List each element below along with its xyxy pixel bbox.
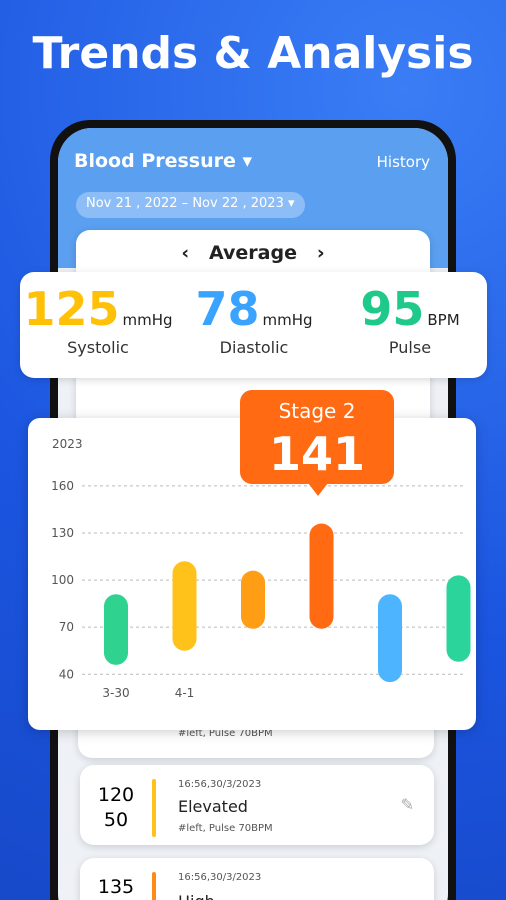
range-bar: [241, 570, 265, 629]
edit-icon[interactable]: ✎: [400, 795, 414, 814]
stat-value: 125: [23, 282, 120, 336]
record-time: 16:56,30/3/2023: [178, 779, 262, 790]
record-systolic: 135: [97, 876, 135, 898]
stat-value: 95: [360, 282, 425, 336]
stat-value-row: 78 mmHg: [176, 282, 332, 336]
date-from: Nov 21 , 2022: [86, 196, 178, 211]
callout-pointer: [308, 483, 328, 496]
status-bar: [152, 779, 156, 837]
y-tick-label: 130: [51, 526, 74, 540]
headline: Trends & Analysis: [32, 28, 474, 79]
callout-value: 141: [269, 427, 365, 481]
stat: 95 BPM Pulse: [332, 282, 488, 357]
stat: 125 mmHg Systolic: [20, 282, 176, 357]
y-tick-label: 100: [51, 573, 74, 587]
record-card: 135 16:56,30/3/2023 High: [80, 858, 434, 900]
date-to: Nov 22 , 2023: [192, 196, 284, 211]
stat-value-row: 95 BPM: [332, 282, 488, 336]
range-bar: [309, 523, 334, 629]
record-note: #left, Pulse 70BPM: [178, 728, 273, 739]
x-tick-label: 4-1: [175, 686, 195, 700]
record-status: High: [178, 892, 215, 900]
status-bar: [152, 872, 156, 900]
range-bar: [172, 561, 197, 651]
stat: 78 mmHg Diastolic: [176, 282, 332, 357]
record-values: 120 50: [96, 783, 136, 833]
stat-unit: BPM: [427, 311, 460, 329]
record-time: 16:56,30/3/2023: [178, 872, 262, 883]
history-button[interactable]: History: [376, 153, 430, 171]
callout-box: [240, 390, 394, 484]
x-tick-label: 3-30: [102, 686, 129, 700]
stats-card: 125 mmHg Systolic 78 mmHg Diastolic 95 BPM Pulse: [20, 272, 487, 378]
record-note: #left, Pulse 70BPM: [178, 823, 273, 834]
record-systolic: 120: [97, 784, 135, 806]
stat-label: Systolic: [67, 338, 129, 357]
date-sep: –: [181, 196, 189, 211]
record-diastolic: 50: [103, 809, 129, 831]
y-tick-label: 70: [59, 620, 74, 634]
date-filter[interactable]: Nov 21 , 2022 – Nov 22 , 2023 ▾: [76, 192, 305, 218]
range-bar: [378, 594, 402, 683]
y-tick-label: 40: [59, 667, 74, 681]
screen-title-text: Blood Pressure: [74, 150, 236, 172]
record-card: 120 50 16:56,30/3/2023 Elevated #left, Pu…: [80, 765, 434, 845]
stat-label: Diastolic: [219, 338, 289, 357]
range-bar: [446, 575, 471, 662]
range-bar: [104, 594, 128, 665]
stat-label: Pulse: [388, 338, 432, 357]
mode-switch[interactable]: ‹ Average ›: [181, 242, 325, 264]
stat-unit: mmHg: [262, 311, 313, 329]
mode-label: Average: [209, 242, 297, 264]
stat-unit: mmHg: [122, 311, 173, 329]
screen-title[interactable]: Blood Pressure ▾: [74, 150, 253, 172]
year-label: 2023: [52, 437, 83, 451]
stat-value-row: 125 mmHg: [20, 282, 176, 336]
y-tick-label: 160: [51, 479, 74, 493]
callout-label: Stage 2: [279, 399, 356, 423]
record-status: Elevated: [178, 797, 248, 816]
stat-value: 78: [195, 282, 260, 336]
callout: Stage 2 141: [240, 390, 394, 496]
